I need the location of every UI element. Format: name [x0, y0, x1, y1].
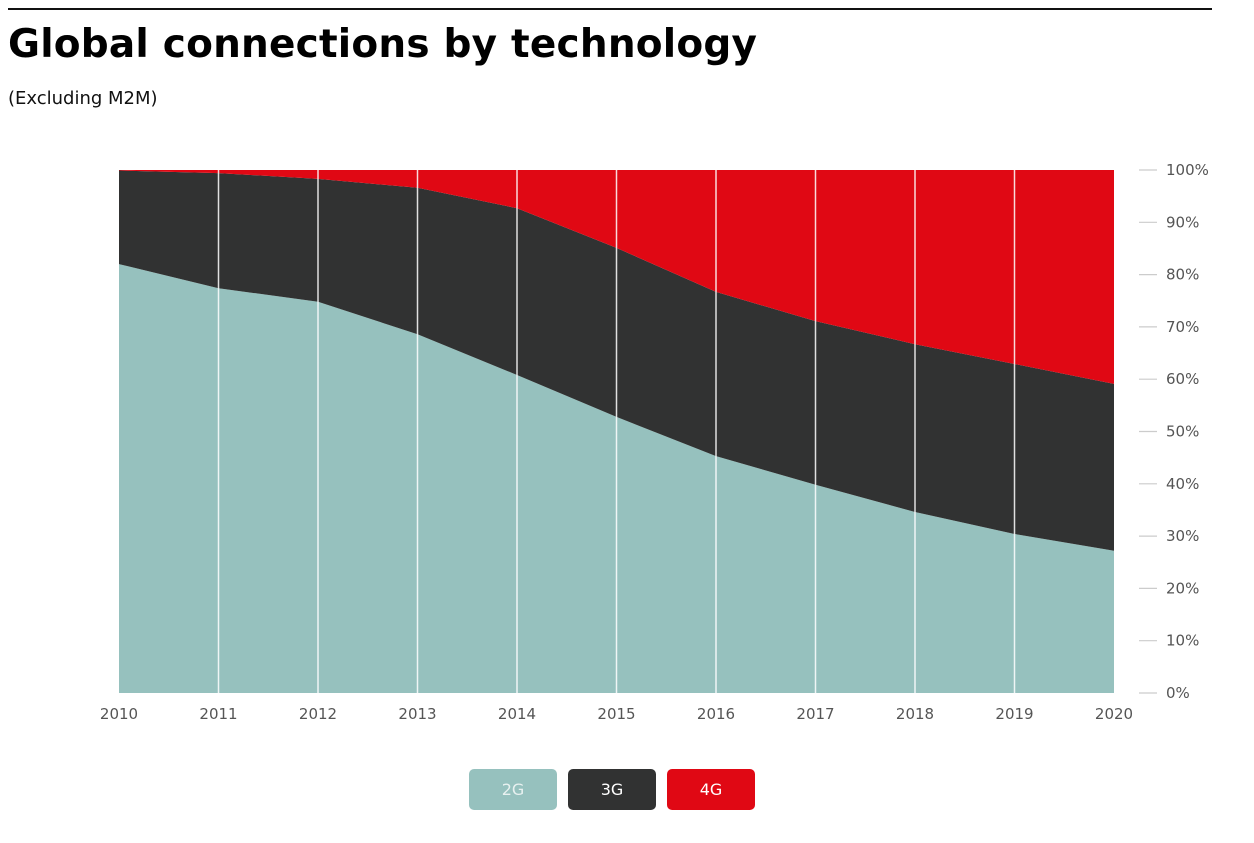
top-rule	[8, 8, 1212, 10]
page-title: Global connections by technology	[8, 22, 758, 67]
y-tick-label: 80%	[1166, 266, 1199, 284]
chart-gridlines	[217, 170, 1016, 693]
x-tick-label: 2019	[995, 705, 1033, 723]
y-tick-label: 30%	[1166, 527, 1199, 545]
y-tick-label: 0%	[1166, 684, 1190, 702]
x-tick-label: 2011	[199, 705, 237, 723]
y-tick-label: 10%	[1166, 632, 1199, 650]
y-tick-label: 20%	[1166, 579, 1199, 597]
legend-item-4g[interactable]: 4G	[667, 769, 755, 810]
x-tick-label: 2015	[597, 705, 635, 723]
y-axis: 0% 10% 20% 30% 40% 50% 60% 70% 80% 90% 100%	[1139, 161, 1209, 702]
legend: 2G 3G 4G	[469, 769, 755, 810]
legend-label-2g: 2G	[501, 780, 525, 799]
legend-label-4g: 4G	[699, 780, 723, 799]
y-tick-label: 90%	[1166, 213, 1199, 231]
y-tick-label: 40%	[1166, 475, 1199, 493]
x-tick-label: 2014	[498, 705, 536, 723]
x-tick-label: 2012	[299, 705, 337, 723]
x-axis: 2010 2011 2012 2013 2014 2015 2016 2017 2018 2019…	[100, 705, 1133, 723]
legend-item-2g[interactable]: 2G	[469, 769, 557, 810]
area-4g	[119, 170, 1114, 384]
x-tick-label: 2010	[100, 705, 138, 723]
x-tick-label: 2017	[796, 705, 834, 723]
legend-label-3g: 3G	[600, 780, 624, 799]
y-tick-label: 70%	[1166, 318, 1199, 336]
y-tick-label: 60%	[1166, 370, 1199, 388]
y-tick-label: 50%	[1166, 423, 1199, 441]
x-tick-label: 2020	[1095, 705, 1133, 723]
x-tick-label: 2016	[697, 705, 735, 723]
x-tick-label: 2018	[896, 705, 934, 723]
y-tick-label: 100%	[1166, 161, 1209, 179]
chart-subtitle: (Excluding M2M)	[8, 88, 158, 109]
x-tick-label: 2013	[398, 705, 436, 723]
legend-item-3g[interactable]: 3G	[568, 769, 656, 810]
